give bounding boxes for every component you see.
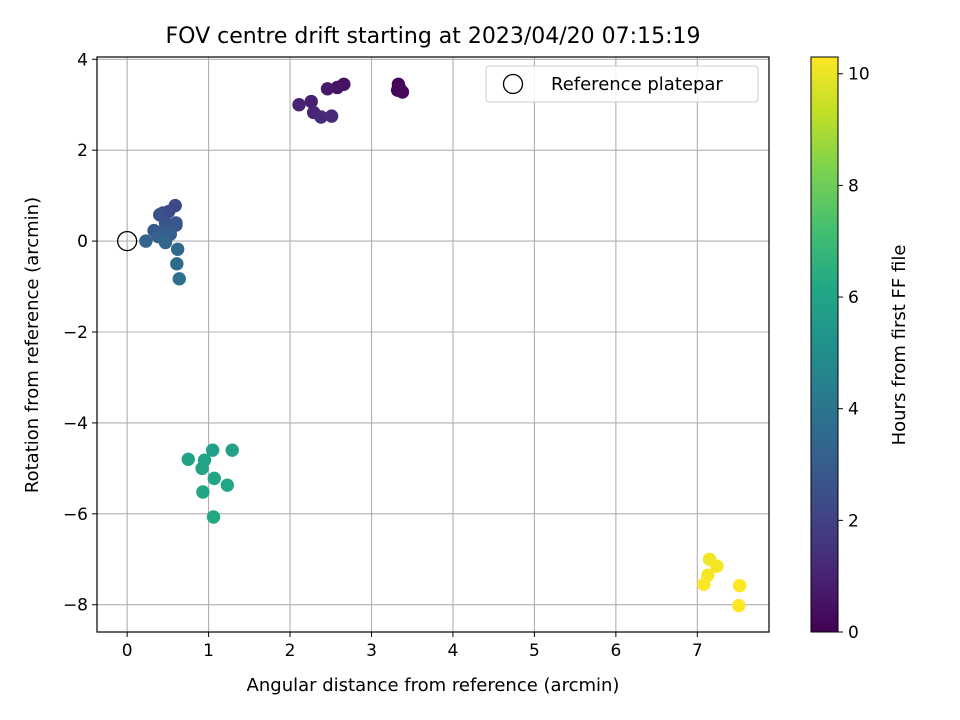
- x-tick-label: 7: [692, 641, 703, 661]
- x-tick-label: 1: [203, 641, 214, 661]
- x-tick-label: 4: [448, 641, 459, 661]
- data-points: [116, 77, 747, 613]
- colorbar-tick-label: 6: [848, 288, 859, 308]
- colorbar-label: Hours from first FF file: [889, 245, 910, 446]
- x-tick-label: 0: [122, 641, 133, 661]
- colorbar-tick-label: 10: [848, 65, 870, 85]
- colorbar-gradient: [810, 56, 839, 633]
- x-tick-label: 6: [610, 641, 621, 661]
- axes: 0 1 2 3 4 5 6 7 −8 −6 −4 −2 0 2 4: [63, 50, 770, 661]
- data-point: [225, 443, 239, 457]
- data-point: [697, 577, 711, 591]
- x-tick-label: 5: [529, 641, 540, 661]
- data-point: [393, 82, 407, 96]
- x-axis-label: Angular distance from reference (arcmin): [247, 675, 620, 696]
- colorbar-tick-label: 4: [848, 400, 859, 420]
- y-tick-label: 0: [77, 232, 88, 252]
- data-point: [206, 510, 221, 524]
- data-point: [196, 485, 210, 499]
- colorbar-tick-label: 0: [848, 623, 859, 643]
- data-point: [170, 242, 185, 256]
- grid: [97, 57, 769, 632]
- data-point: [314, 110, 328, 124]
- data-point: [732, 598, 746, 613]
- data-point: [181, 452, 195, 466]
- data-point: [195, 461, 209, 476]
- chart-title: FOV centre drift starting at 2023/04/20 …: [166, 24, 701, 49]
- y-tick-label: 4: [77, 50, 88, 70]
- x-tick-label: 2: [285, 641, 296, 661]
- legend-label-reference: Reference platepar: [551, 74, 723, 95]
- plot-frame: [96, 56, 770, 633]
- colorbar-tick-label: 2: [848, 511, 859, 531]
- legend-marker-reference: [502, 73, 524, 95]
- data-point: [172, 272, 186, 286]
- data-point: [292, 98, 306, 112]
- y-tick-label: 2: [77, 141, 88, 161]
- data-point: [170, 257, 184, 271]
- data-point: [304, 94, 318, 109]
- colorbar: Hours from first FF file 0 2 4 6 8 10: [810, 56, 910, 643]
- legend-box: [485, 65, 759, 103]
- data-point: [330, 80, 344, 95]
- reference-platepar-marker: [116, 230, 138, 252]
- y-tick-label: −2: [63, 323, 88, 343]
- data-point: [320, 82, 335, 96]
- legend: Reference platepar: [485, 65, 759, 103]
- data-point: [158, 235, 173, 250]
- data-point: [139, 234, 153, 248]
- y-axis-label: Rotation from reference (arcmin): [22, 197, 43, 493]
- data-point: [207, 471, 221, 486]
- y-tick-label: −4: [63, 414, 88, 434]
- x-tick-label: 3: [366, 641, 377, 661]
- y-tick-label: −6: [63, 505, 88, 525]
- data-point: [710, 559, 724, 573]
- data-point: [732, 578, 747, 593]
- data-point: [220, 478, 235, 492]
- data-point: [324, 109, 339, 123]
- y-tick-label: −8: [63, 596, 88, 616]
- data-point: [205, 443, 220, 457]
- colorbar-tick-label: 8: [848, 176, 859, 196]
